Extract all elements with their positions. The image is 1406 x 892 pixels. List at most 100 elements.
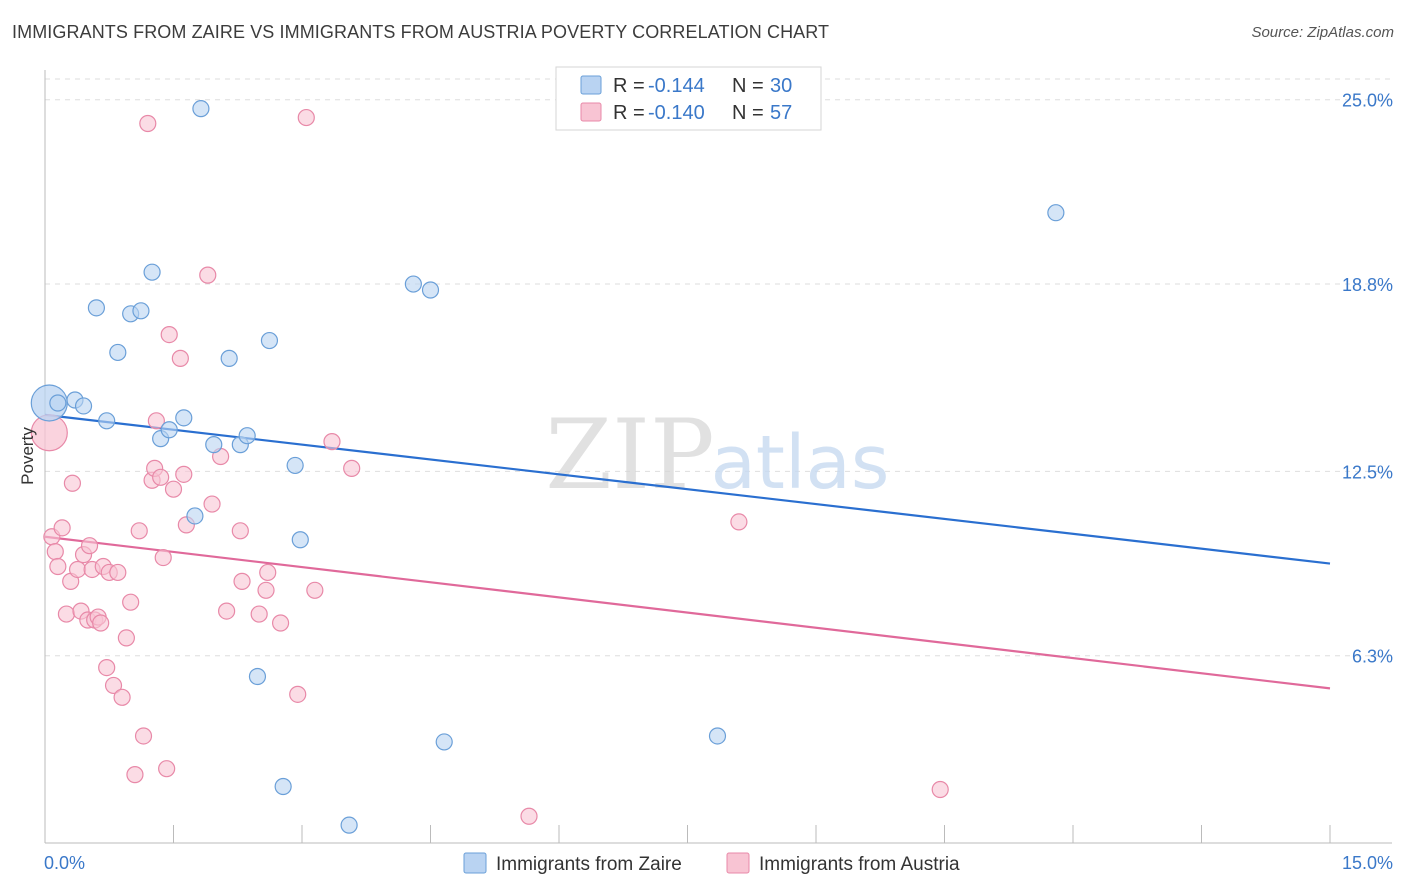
tick-labels: 6.3% 12.5% 18.8% 25.0% 0.0% 15.0%	[44, 91, 1393, 873]
austria-point	[231, 522, 249, 540]
austria-point	[199, 266, 217, 284]
zaire-trend-line	[44, 413, 1331, 565]
chart-title: IMMIGRANTS FROM ZAIRE VS IMMIGRANTS FROM…	[12, 22, 830, 42]
austria-point	[160, 326, 178, 344]
zaire-point	[109, 343, 127, 362]
austria-point	[175, 465, 193, 483]
austria-point	[46, 543, 64, 561]
austria-point	[343, 459, 361, 477]
austria-point	[233, 572, 251, 590]
zaire-point	[49, 394, 67, 412]
legend-r-label-austria: R =	[613, 102, 645, 124]
legend-n-value-austria: 57	[770, 102, 792, 124]
austria-point	[130, 522, 148, 540]
legend-r-label-zaire: R =	[613, 75, 645, 97]
austria-point	[147, 412, 165, 430]
austria-point	[122, 593, 140, 611]
legend-n-value-zaire: 30	[770, 75, 792, 97]
austria-point	[139, 114, 157, 133]
austria-point	[289, 685, 307, 703]
watermark-zip: ZIP	[545, 399, 714, 511]
austria-point	[158, 760, 176, 778]
zaire-point	[435, 733, 453, 751]
legend-swatch-zaire	[580, 75, 602, 95]
zaire-point	[421, 281, 440, 299]
austria-point	[250, 605, 268, 623]
zaire-point	[286, 456, 304, 475]
austria-point	[218, 602, 236, 620]
y-axis-label: Poverty	[18, 427, 37, 485]
austria-point	[271, 614, 290, 632]
legend-n-label-austria: N =	[732, 102, 764, 124]
bottom-legend-label-austria: Immigrants from Austria	[759, 854, 960, 875]
austria-point	[113, 688, 131, 706]
austria-point	[164, 480, 183, 498]
bottom-legend-swatch-austria	[726, 852, 750, 874]
zaire-point	[260, 331, 279, 350]
x-tick-label-min: 0.0%	[44, 853, 85, 873]
zaire-point	[404, 275, 422, 293]
austria-point	[306, 581, 324, 599]
zaire-point	[175, 409, 193, 427]
zaire-point	[74, 397, 93, 415]
austria-point	[126, 766, 144, 784]
legend-r-value-austria: -0.140	[648, 102, 705, 124]
austria-trend-line	[44, 535, 1331, 690]
zaire-point	[186, 507, 204, 525]
austria-point	[154, 548, 172, 567]
legend-r-value-zaire: -0.144	[648, 75, 705, 97]
source-credit: Source: ZipAtlas.com	[1251, 24, 1394, 41]
stats-legend: R = -0.144 N = 30 R = -0.140 N = 57	[555, 66, 822, 131]
zaire-point	[205, 436, 223, 454]
austria-point	[63, 474, 82, 492]
austria-point	[57, 605, 76, 623]
x-tick-label-max: 15.0%	[1342, 853, 1393, 873]
austria-point	[257, 581, 275, 599]
bottom-legend-label-zaire: Immigrants from Zaire	[496, 854, 682, 875]
watermark-atlas: atlas	[711, 420, 890, 506]
austria-point	[259, 563, 277, 582]
legend-n-label-zaire: N =	[732, 75, 764, 97]
y-tick-label: 25.0%	[1342, 91, 1393, 111]
austria-point	[117, 629, 135, 647]
y-tick-label: 6.3%	[1352, 647, 1393, 667]
austria-point	[203, 495, 221, 513]
zaire-point	[238, 427, 256, 445]
zaire-point	[340, 816, 358, 834]
zaire-point	[708, 727, 727, 745]
zaire-point	[143, 263, 161, 281]
zaire-point	[87, 299, 106, 317]
zaire-point	[192, 100, 210, 118]
zaire-point	[132, 302, 150, 320]
axes	[44, 70, 1392, 844]
austria-points	[30, 108, 949, 825]
zaire-point	[1047, 204, 1065, 222]
austria-point	[80, 537, 99, 555]
y-tick-label: 18.8%	[1342, 275, 1393, 295]
series-legend: Immigrants from Zaire Immigrants from Au…	[463, 852, 960, 875]
austria-point	[171, 349, 189, 367]
austria-point	[53, 519, 71, 537]
austria-point	[98, 658, 116, 677]
zaire-points	[30, 100, 1065, 834]
austria-point	[931, 780, 949, 799]
austria-point	[68, 560, 87, 579]
austria-point	[104, 676, 123, 695]
austria-point	[152, 468, 170, 486]
zaire-point	[274, 777, 292, 796]
zaire-point	[291, 531, 309, 549]
bottom-legend-swatch-zaire	[463, 852, 487, 874]
y-tick-label: 12.5%	[1342, 462, 1393, 482]
austria-point	[520, 807, 538, 825]
austria-point	[92, 614, 110, 632]
austria-point	[49, 557, 67, 576]
austria-point	[134, 727, 153, 745]
zaire-point	[248, 667, 267, 686]
austria-point	[109, 563, 127, 582]
zaire-point	[98, 412, 116, 430]
trend-lines	[44, 413, 1331, 690]
legend-swatch-austria	[580, 102, 602, 122]
austria-point	[730, 513, 748, 531]
austria-point	[323, 433, 341, 451]
